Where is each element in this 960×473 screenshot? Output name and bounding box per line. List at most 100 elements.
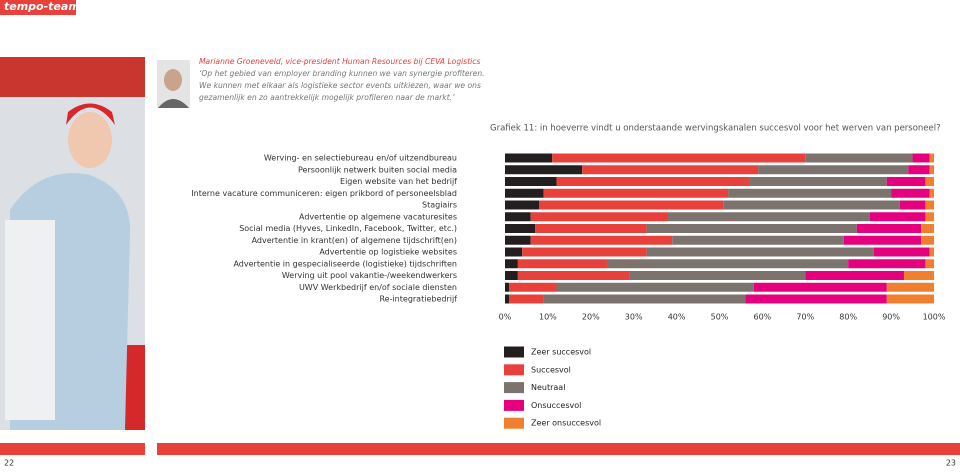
logo: tempo-team (4, 0, 80, 13)
bar-segment (629, 271, 806, 280)
legend-label: Zeer onsuccesvol (531, 419, 601, 428)
bar-segment (672, 235, 844, 245)
bar-segment (668, 212, 870, 222)
bar-segment (869, 212, 926, 222)
bar-segment (517, 259, 608, 269)
quote-author: Marianne Groeneveld, vice-president Huma… (199, 57, 480, 66)
footer-bar (157, 443, 960, 455)
bar-segment (925, 200, 934, 210)
quote-line: ‘Op het gebied van employer branding kun… (199, 69, 485, 78)
x-tick-label: 80% (839, 313, 857, 322)
x-tick-label: 0% (499, 313, 512, 322)
bar-segment (505, 153, 553, 163)
bar-segment (539, 200, 724, 210)
bar-segment (505, 200, 540, 210)
bar-segment (848, 259, 926, 269)
bar-segment (505, 259, 518, 269)
category-label: Advertentie in krant(en) of algemene tij… (252, 236, 457, 245)
category-label: UWV Werkbedrijf en/of sociale diensten (299, 283, 457, 292)
bar-segment (530, 235, 673, 245)
bar-segment (758, 165, 909, 175)
legend-swatch (504, 364, 524, 376)
bar-segment (805, 271, 904, 280)
legend-swatch (504, 417, 524, 429)
x-tick-label: 40% (668, 313, 686, 322)
bar-segment (925, 259, 934, 269)
bar-segment (753, 282, 887, 292)
category-label: Social media (Hyves, LinkedIn, Facebook,… (239, 224, 457, 233)
category-label: Advertentie op logistieke websites (319, 248, 457, 257)
bar-segment (556, 177, 750, 186)
bar-segment (552, 153, 806, 163)
bar-segment (856, 224, 922, 233)
bar-segment (556, 282, 754, 292)
bar-segment (505, 224, 536, 233)
legend-label: Onsuccesvol (531, 401, 581, 410)
bar-segment (517, 271, 630, 280)
bar-segment (509, 294, 544, 304)
bar-segment (929, 153, 934, 163)
bar-segment (925, 177, 934, 186)
bar-segment (646, 224, 857, 233)
x-tick-label: 90% (882, 313, 900, 322)
bar-segment (749, 177, 887, 186)
bar-segment (723, 200, 900, 210)
page-number: 23 (946, 459, 956, 468)
category-label: Advertentie in gespecialiseerde (logisti… (233, 259, 457, 268)
bar-segment (929, 165, 934, 175)
bar-segment (505, 235, 531, 245)
bar-segment (886, 177, 926, 186)
bar-segment (646, 247, 874, 257)
bar-segment (582, 165, 759, 175)
bar-segment (903, 271, 934, 280)
bar-segment (929, 188, 934, 198)
x-tick-label: 50% (711, 313, 729, 322)
x-tick-label: 60% (754, 313, 772, 322)
bar-segment (505, 294, 510, 304)
page-number: 22 (4, 459, 14, 468)
bar-segment (543, 188, 729, 198)
x-tick-label: 100% (923, 313, 946, 322)
bar-segment (505, 165, 583, 175)
bar-segment (535, 224, 647, 233)
photo (0, 57, 145, 430)
bar-segment (921, 224, 934, 233)
category-label: Advertentie op algemene vacaturesites (299, 212, 457, 221)
x-tick-label: 30% (625, 313, 643, 322)
bar-segment (505, 282, 510, 292)
bar-segment (843, 235, 922, 245)
legend-label: Succesvol (531, 365, 571, 374)
legend-swatch (504, 399, 524, 411)
bar-segment (929, 247, 934, 257)
legend-swatch (504, 382, 524, 394)
footer-bar (0, 443, 145, 455)
bar-segment (543, 294, 746, 304)
bar-segment (899, 200, 926, 210)
bar-segment (505, 177, 557, 186)
bar-segment (522, 247, 647, 257)
bar-segment (505, 247, 523, 257)
bar-segment (886, 294, 934, 304)
category-label: Werving uit pool vakantie-/weekendwerker… (282, 271, 457, 280)
category-label: Persoonlijk netwerk buiten social media (298, 165, 457, 174)
bar-segment (886, 282, 934, 292)
logo-bar (0, 0, 76, 15)
bar-segment (509, 282, 557, 292)
bar-segment (607, 259, 849, 269)
bar-segment (921, 235, 934, 245)
bar-segment (805, 153, 913, 163)
bar-segment (505, 188, 544, 198)
bar-segment (505, 271, 518, 280)
category-label: Re-integratiebedrijf (379, 295, 457, 304)
legend-label: Zeer succesvol (531, 348, 591, 357)
chart-title: Grafiek 11: in hoeverre vindt u ondersta… (490, 124, 941, 134)
bar-segment (745, 294, 887, 304)
bar-segment (912, 153, 930, 163)
category-label: Stagiairs (422, 201, 457, 210)
quote-line: gezamenlijk en zo aantrekkelijk mogelijk… (199, 93, 455, 102)
bar-segment (873, 247, 930, 257)
category-label: Interne vacature communiceren: eigen pri… (191, 189, 457, 198)
category-label: Werving- en selectiebureau en/of uitzend… (264, 154, 457, 163)
bar-segment (728, 188, 892, 198)
